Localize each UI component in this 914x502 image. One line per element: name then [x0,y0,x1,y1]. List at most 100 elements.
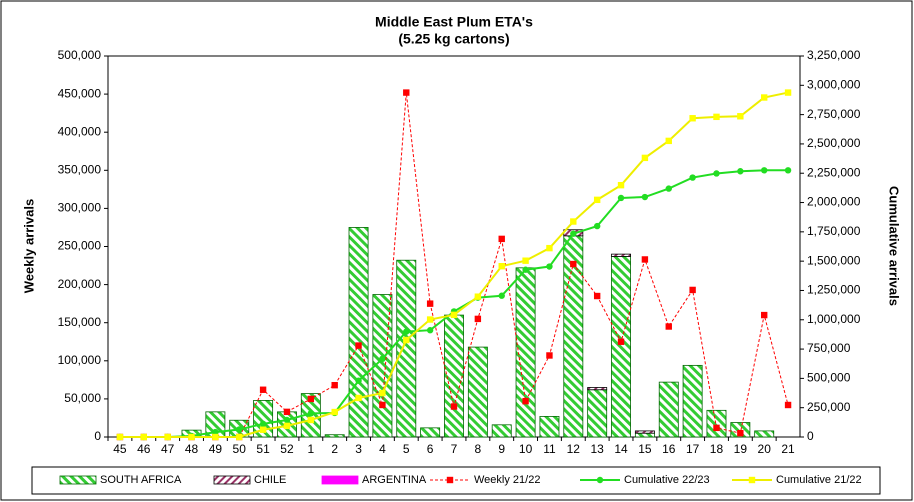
chart-title: Middle East Plum ETA's [375,14,533,30]
bar-segment [611,253,631,257]
marker [474,315,482,323]
marker [784,401,792,409]
marker [522,397,529,405]
bar-segment [467,346,488,438]
marker [307,410,315,417]
marker [498,235,505,243]
bar-segment [420,427,441,438]
marker [713,170,720,177]
y2-tick-label: 1,250,000 [807,283,861,297]
marker [570,260,577,268]
x-tick-label: 17 [686,442,700,456]
x-tick-label: 16 [662,442,676,456]
marker [546,263,553,270]
x-tick-label: 14 [614,442,628,456]
legend-swatch [59,475,97,485]
y-tick-label: 450,000 [58,86,102,100]
marker [450,311,458,319]
legend-box [31,466,881,495]
marker [236,426,243,433]
marker [522,266,529,273]
marker [331,381,338,389]
marker [617,194,625,202]
y-tick-label: 300,000 [58,201,102,215]
x-tick-label: 10 [519,442,533,456]
marker [355,377,362,384]
x-tick-label: 2 [331,442,338,456]
marker [689,174,696,181]
x-tick-label: 6 [427,442,434,456]
marker [546,352,553,359]
bar-segment [611,256,631,438]
bar-segment [634,430,655,434]
marker [498,292,505,299]
marker [426,327,434,334]
legend-label: CHILE [254,474,286,486]
marker [403,336,410,344]
x-tick-label: 48 [185,442,199,456]
x-tick-label: 4 [379,442,386,456]
legend-label: ARGENTINA [362,474,427,486]
x-tick-label: 5 [403,442,410,456]
marker [784,89,792,96]
marker [570,230,577,237]
legend-label: SOUTH AFRICA [100,474,182,486]
y2-tick-label: 0 [807,429,814,443]
marker [641,256,649,263]
marker [188,433,195,441]
x-tick-label: 45 [113,442,127,456]
marker [403,89,410,96]
bar-segment [634,432,655,438]
marker [593,196,601,204]
marker [713,424,720,432]
x-tick-label: 1 [307,442,314,456]
x-tick-label: 52 [280,442,294,456]
y-tick-label: 100,000 [58,353,102,367]
y-tick-label: 250,000 [58,239,102,253]
y-tick-label: 200,000 [58,277,102,291]
marker [403,328,410,335]
bar-segment [372,294,393,438]
x-tick-label: 7 [451,442,458,456]
bar-segment [396,259,417,438]
marker [761,94,768,101]
marker [761,311,768,319]
marker [713,113,720,121]
marker [283,416,291,424]
marker [140,433,147,441]
bar-segment [706,409,727,438]
marker [307,416,315,424]
legend-label: Cumulative 22/23 [624,474,710,486]
legend-swatch [213,475,251,485]
marker [331,408,338,416]
x-tick-label: 8 [475,442,482,456]
chart-subtitle: (5.25 kg cartons) [398,31,509,47]
marker [641,154,649,162]
marker [593,222,601,230]
marker [450,403,458,410]
legend-label: Weekly 21/22 [474,474,540,486]
marker [212,428,219,436]
marker [259,420,267,428]
y2-tick-label: 3,250,000 [807,48,861,62]
x-tick-label: 15 [638,442,652,456]
x-tick-label: 13 [590,442,604,456]
marker [379,401,386,409]
x-tick-label: 19 [734,442,748,456]
legend-label: Cumulative 21/22 [776,474,862,486]
x-tick-label: 49 [209,442,223,456]
marker [737,429,744,437]
marker [522,257,529,264]
marker [665,185,672,192]
marker [259,386,267,393]
y2-tick-label: 2,750,000 [807,107,861,121]
bar-segment [444,314,464,438]
x-tick-label: 50 [233,442,247,456]
marker [689,115,696,122]
y2-tick-label: 250,000 [807,400,851,414]
y-tick-label: 150,000 [58,315,102,329]
x-tick-label: 3 [355,442,362,456]
y2-tick-label: 3,000,000 [807,77,861,91]
y-tick-label: 500,000 [58,48,102,62]
